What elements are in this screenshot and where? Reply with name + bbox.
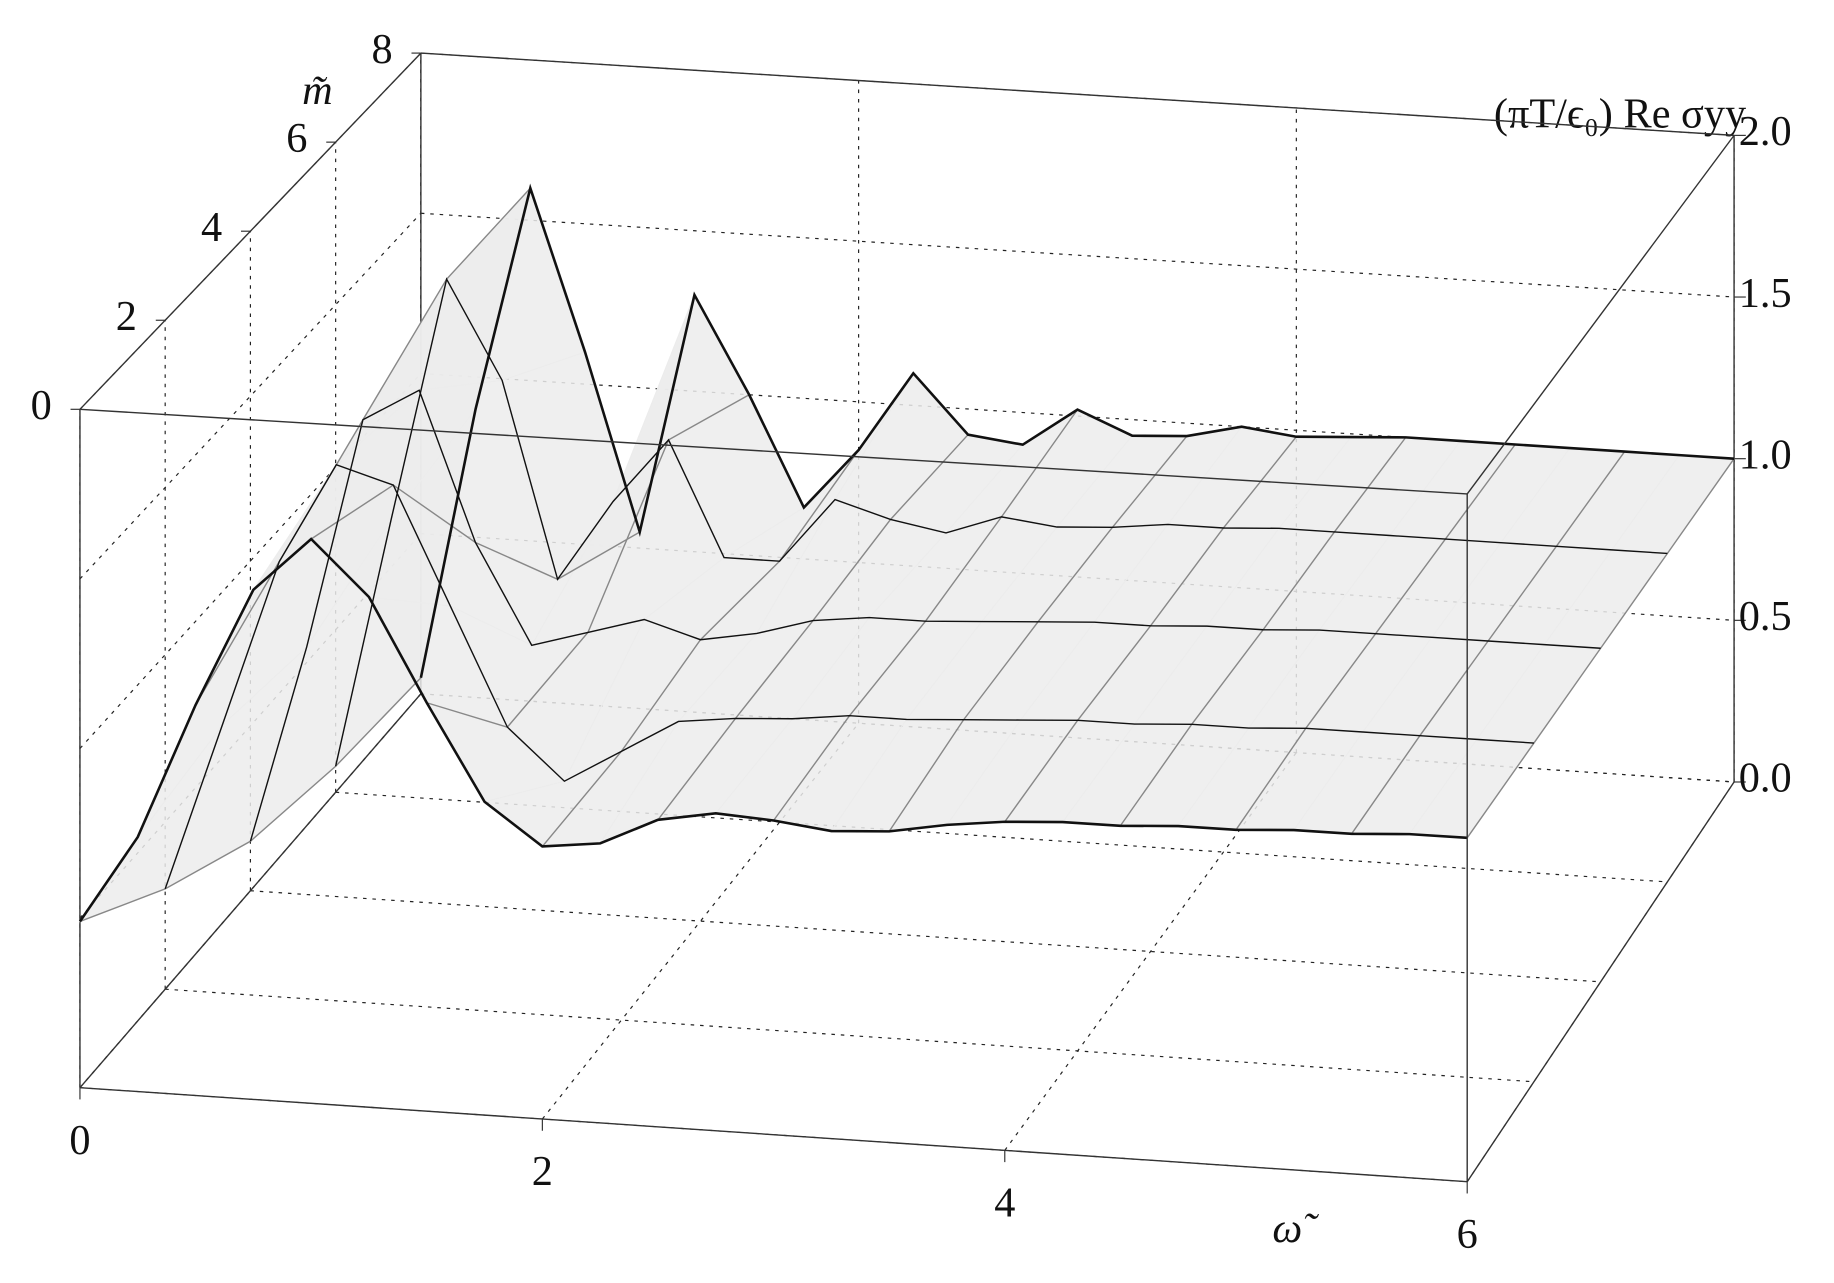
grid-line — [335, 791, 1668, 883]
z-axis-label: (πT/ϵ₀) Re σyy — [1494, 90, 1746, 137]
grid-line — [420, 212, 1735, 298]
y-tick-label: 0 — [31, 382, 52, 429]
grid-line — [79, 212, 422, 580]
box-edge — [79, 408, 1468, 495]
z-tick-label: 1.5 — [1739, 270, 1792, 317]
box-edge — [79, 1086, 1468, 1183]
y-axis-label: m̃ — [302, 67, 333, 114]
y-tick-label: 6 — [286, 115, 307, 162]
y-tick-label: 4 — [201, 204, 222, 251]
surface-m-line — [419, 183, 1735, 679]
y-tick-label: 8 — [372, 26, 393, 73]
box-edge — [1466, 781, 1735, 1183]
grid-line — [250, 890, 1601, 983]
z-tick-label: 0.0 — [1739, 755, 1792, 802]
x-tick-label: 4 — [994, 1180, 1015, 1227]
surface-m-line — [249, 389, 1601, 842]
x-tick-label: 0 — [69, 1117, 90, 1164]
x-tick-label: 2 — [532, 1148, 553, 1195]
y-tick-label: 2 — [116, 293, 137, 340]
surface-m-line — [334, 277, 1668, 767]
z-tick-label: 0.5 — [1739, 593, 1792, 640]
box-edge — [420, 52, 1735, 137]
box-edge — [1466, 134, 1735, 495]
box-edge — [79, 693, 422, 1089]
x-tick-label: 6 — [1457, 1211, 1478, 1258]
surface-m-line — [164, 463, 1534, 890]
grid-line — [420, 372, 1735, 460]
z-tick-label: 2.0 — [1739, 108, 1792, 155]
x-axis-label: ω̃ — [1272, 1205, 1319, 1252]
z-tick-label: 1.0 — [1739, 431, 1792, 478]
grid-line — [165, 988, 1534, 1083]
surface-m-line — [78, 537, 1468, 923]
grid-line — [1004, 752, 1297, 1151]
